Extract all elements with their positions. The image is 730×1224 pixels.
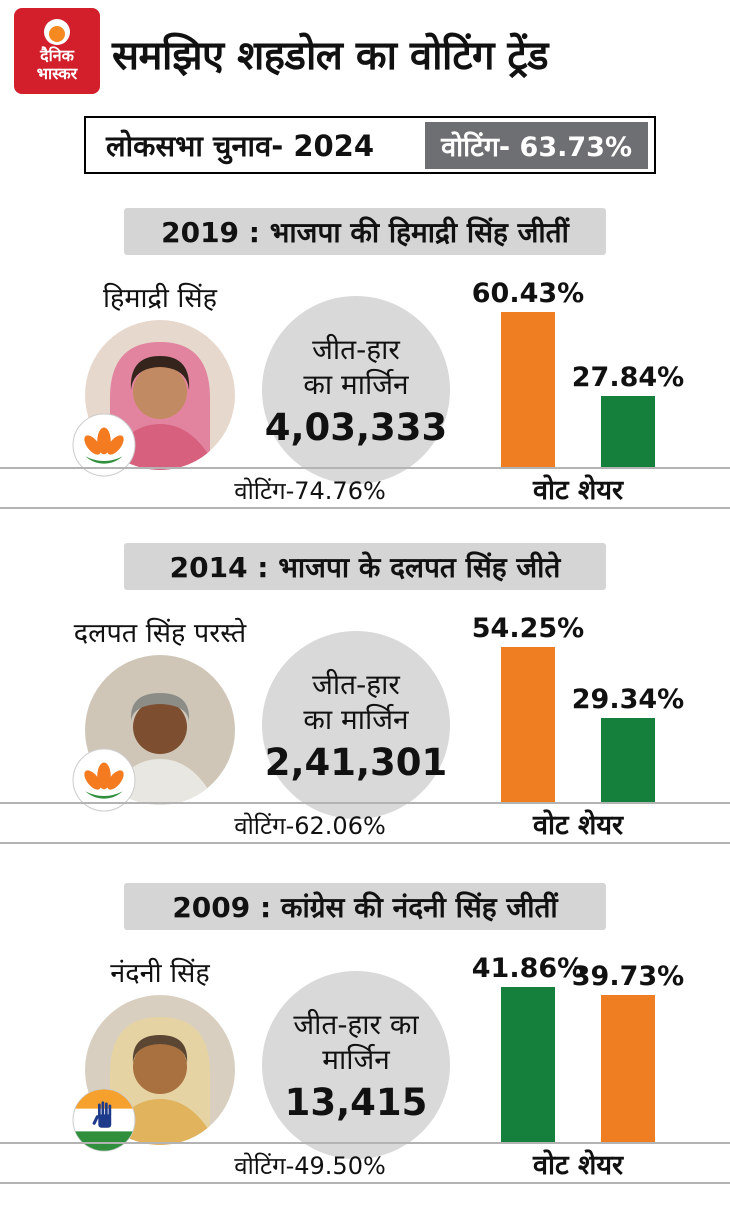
section-divider — [0, 842, 730, 844]
margin-label-line2: का मार्जिन — [303, 702, 409, 736]
bar-value-label: 39.73% — [571, 961, 685, 992]
candidate-name: दलपत सिंह परस्ते — [73, 618, 247, 649]
election-label: लोकसभा चुनाव- 2024 — [106, 128, 375, 163]
margin-label-line1: जीत-हार — [312, 332, 400, 366]
turnout-label: वोटिंग-74.76% — [234, 477, 386, 505]
section-header: 2019 : भाजपा की हिमाद्री सिंह जीतीं — [124, 208, 606, 255]
section-divider — [0, 1182, 730, 1184]
margin-label-line2: मार्जिन — [322, 1042, 390, 1076]
vote-share-label: वोट शेयर — [532, 1150, 624, 1181]
bar-group: 41.86% — [472, 951, 584, 1142]
margin-circle: जीत-हार का मार्जिन 13,415 — [262, 971, 450, 1159]
bjp-lotus-icon — [72, 748, 136, 812]
margin-circle: जीत-हार का मार्जिन 2,41,301 — [262, 631, 450, 819]
margin-value: 4,03,333 — [264, 405, 448, 449]
turnout-label: वोटिंग-49.50% — [234, 1152, 386, 1180]
bar-group: 54.25% — [472, 611, 584, 802]
congress-hand-icon — [72, 1088, 136, 1152]
vote-share-bar-chart: 41.86% 39.73% — [472, 951, 728, 1142]
baseline-divider — [0, 802, 730, 804]
bar-value-label: 60.43% — [471, 278, 585, 309]
election-info-box: लोकसभा चुनाव- 2024 वोटिंग- 63.73% — [84, 116, 656, 174]
vote-share-bar-chart: 60.43% 27.84% — [472, 276, 728, 467]
bar-group: 39.73% — [572, 951, 684, 1142]
bar-group: 29.34% — [572, 611, 684, 802]
brand-logo: दैनिक भास्कर — [14, 8, 100, 94]
bar-value-label: 41.86% — [471, 953, 585, 984]
bar — [501, 987, 555, 1142]
margin-circle: जीत-हार का मार्जिन 4,03,333 — [262, 296, 450, 484]
margin-value: 2,41,301 — [264, 740, 448, 784]
section-header: 2014 : भाजपा के दलपत सिंह जीते — [124, 543, 606, 590]
bjp-lotus-icon — [72, 413, 136, 477]
section-header: 2009 : कांग्रेस की नंदनी सिंह जीतीं — [124, 883, 606, 930]
vote-share-label: वोट शेयर — [532, 475, 624, 506]
bar — [501, 647, 555, 802]
baseline-divider — [0, 1142, 730, 1144]
section-2019: 2019 : भाजपा की हिमाद्री सिंह जीतीं हिमा… — [0, 208, 730, 549]
section-2014: 2014 : भाजपा के दलपत सिंह जीते दलपत सिंह… — [0, 543, 730, 884]
brand-name-line2: भास्कर — [36, 64, 78, 83]
bar — [601, 718, 655, 802]
brand-name-line1: दैनिक — [40, 45, 74, 65]
margin-value: 13,415 — [284, 1080, 428, 1124]
vote-share-bar-chart: 54.25% 29.34% — [472, 611, 728, 802]
candidate-name: नंदनी सिंह — [110, 958, 210, 989]
section-2009: 2009 : कांग्रेस की नंदनी सिंह जीतीं नंदन… — [0, 883, 730, 1224]
margin-label-line2: का मार्जिन — [303, 367, 409, 401]
bar — [601, 396, 655, 467]
page-title: समझिए शहडोल का वोटिंग ट्रेंड — [112, 33, 548, 79]
sun-dot-icon — [49, 25, 65, 42]
candidate-name: हिमाद्री सिंह — [103, 283, 217, 314]
section-divider — [0, 507, 730, 509]
vote-share-label: वोट शेयर — [532, 810, 624, 841]
bar-group: 60.43% — [472, 276, 584, 467]
sun-icon — [44, 18, 70, 45]
voting-percentage-badge: वोटिंग- 63.73% — [425, 121, 648, 169]
bar — [501, 312, 555, 467]
baseline-divider — [0, 467, 730, 469]
bar-value-label: 29.34% — [571, 684, 685, 715]
bar-group: 27.84% — [572, 276, 684, 467]
margin-label-line1: जीत-हार का — [293, 1007, 419, 1041]
bar-value-label: 54.25% — [471, 613, 585, 644]
turnout-label: वोटिंग-62.06% — [234, 812, 386, 840]
margin-label-line1: जीत-हार — [312, 667, 400, 701]
bar-value-label: 27.84% — [571, 362, 685, 393]
bar — [601, 995, 655, 1142]
